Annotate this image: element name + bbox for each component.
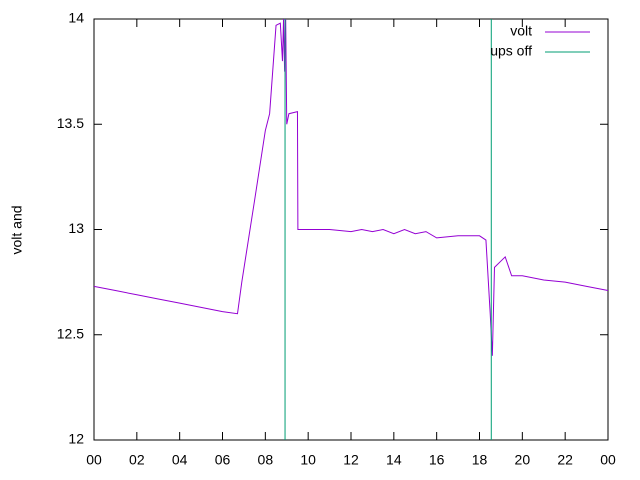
y-tick-label: 12.5: [57, 325, 84, 341]
x-tick-label: 00: [86, 452, 102, 468]
x-tick-label: 06: [215, 452, 231, 468]
y-tick-label: 14: [68, 10, 84, 26]
x-tick-label: 14: [386, 452, 402, 468]
x-tick-label: 08: [258, 452, 274, 468]
series-line: [93, 18, 609, 356]
x-tick-label: 16: [429, 452, 445, 468]
x-tick-label: 20: [515, 452, 531, 468]
x-tick-label: 04: [172, 452, 188, 468]
x-tick-label: 22: [557, 452, 573, 468]
legend-label: ups off: [490, 43, 532, 59]
y-tick-label: 13: [68, 220, 84, 236]
x-tick-label: 02: [129, 452, 145, 468]
y-tick-label: 13.5: [57, 115, 84, 131]
x-tick-label: 10: [300, 452, 316, 468]
y-tick-label: 12: [68, 431, 84, 447]
plot-border: [93, 18, 609, 441]
legend-label: volt: [510, 23, 532, 39]
y-axis-label: volt and: [9, 205, 25, 254]
x-tick-label: 12: [343, 452, 359, 468]
x-tick-label: 00: [600, 452, 616, 468]
series-line: [284, 19, 492, 440]
x-tick-label: 18: [472, 452, 488, 468]
